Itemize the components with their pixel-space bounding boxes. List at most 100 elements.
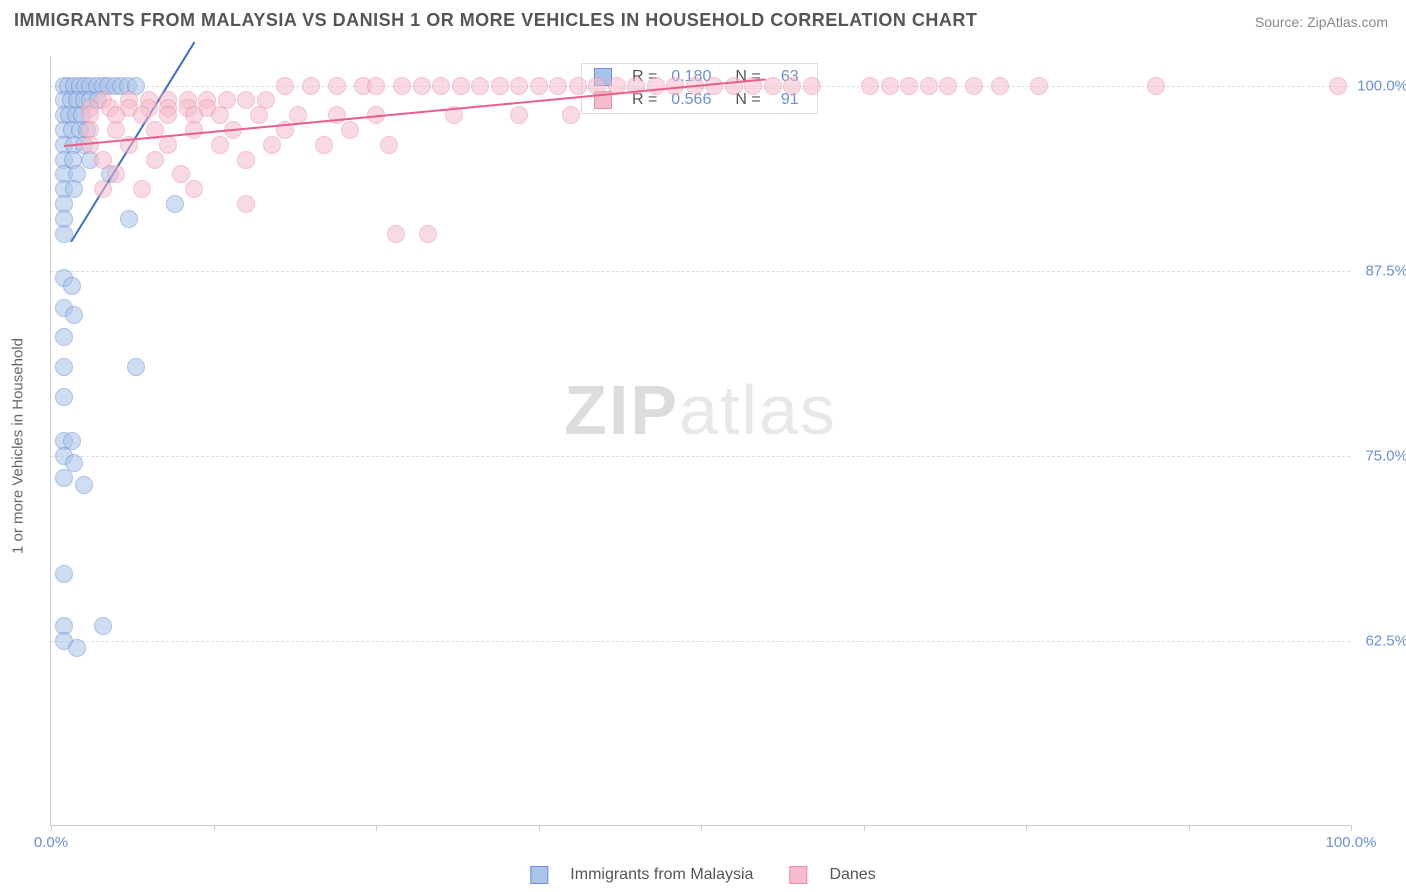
data-point [302, 77, 320, 95]
x-tick-label: 100.0% [1326, 834, 1377, 851]
data-point [1147, 77, 1165, 95]
gridline-horizontal [51, 641, 1350, 642]
legend-item: Danes [789, 866, 875, 884]
data-point [725, 77, 743, 95]
data-point [803, 77, 821, 95]
y-tick-label: 87.5% [1354, 262, 1406, 279]
legend-swatch [530, 866, 548, 884]
plot-area: ZIPatlas R =0.180N =63R =0.566N =91 62.5… [50, 56, 1350, 826]
data-point [107, 121, 125, 139]
x-tick-mark [51, 825, 52, 831]
y-axis-label: 1 or more Vehicles in Household [10, 338, 27, 554]
data-point [211, 136, 229, 154]
x-tick-label: 0.0% [34, 834, 68, 851]
data-point [562, 106, 580, 124]
data-point [75, 476, 93, 494]
data-point [166, 195, 184, 213]
data-point [94, 617, 112, 635]
data-point [263, 136, 281, 154]
data-point [783, 77, 801, 95]
data-point [549, 77, 567, 95]
data-point [315, 136, 333, 154]
data-point [1030, 77, 1048, 95]
data-point [588, 77, 606, 95]
gridline-horizontal [51, 456, 1350, 457]
data-point [510, 77, 528, 95]
data-point [380, 136, 398, 154]
data-point [861, 77, 879, 95]
data-point [127, 358, 145, 376]
y-tick-label: 75.0% [1354, 447, 1406, 464]
watermark: ZIPatlas [564, 370, 837, 450]
chart-container: IMMIGRANTS FROM MALAYSIA VS DANISH 1 OR … [0, 0, 1406, 892]
data-point [65, 306, 83, 324]
x-tick-mark [701, 825, 702, 831]
data-point [965, 77, 983, 95]
data-point [146, 151, 164, 169]
x-tick-mark [376, 825, 377, 831]
data-point [185, 180, 203, 198]
x-tick-mark [214, 825, 215, 831]
x-tick-mark [1351, 825, 1352, 831]
data-point [569, 77, 587, 95]
data-point [172, 165, 190, 183]
data-point [367, 77, 385, 95]
data-point [419, 225, 437, 243]
data-point [133, 106, 151, 124]
data-point [328, 77, 346, 95]
data-point [939, 77, 957, 95]
source-link[interactable]: ZipAtlas.com [1307, 14, 1388, 30]
data-point [55, 358, 73, 376]
data-point [55, 388, 73, 406]
data-point [133, 180, 151, 198]
data-point [920, 77, 938, 95]
data-point [881, 77, 899, 95]
data-point [900, 77, 918, 95]
chart-title: IMMIGRANTS FROM MALAYSIA VS DANISH 1 OR … [14, 10, 977, 31]
data-point [393, 77, 411, 95]
data-point [276, 77, 294, 95]
y-tick-label: 100.0% [1354, 77, 1406, 94]
x-tick-mark [1026, 825, 1027, 831]
source-attribution: Source: ZipAtlas.com [1255, 14, 1388, 30]
data-point [237, 151, 255, 169]
data-point [413, 77, 431, 95]
data-point [94, 180, 112, 198]
data-point [185, 121, 203, 139]
data-point [1329, 77, 1347, 95]
data-point [55, 328, 73, 346]
x-tick-mark [539, 825, 540, 831]
data-point [159, 136, 177, 154]
legend-label: Immigrants from Malaysia [570, 866, 753, 884]
data-point [491, 77, 509, 95]
data-point [510, 106, 528, 124]
data-point [55, 469, 73, 487]
data-point [991, 77, 1009, 95]
legend-swatch [789, 866, 807, 884]
x-tick-mark [1189, 825, 1190, 831]
legend-label: Danes [829, 866, 875, 884]
data-point [94, 151, 112, 169]
y-tick-label: 62.5% [1354, 632, 1406, 649]
data-point [211, 106, 229, 124]
data-point [530, 77, 548, 95]
data-point [764, 77, 782, 95]
source-prefix: Source: [1255, 14, 1307, 30]
data-point [63, 277, 81, 295]
legend-item: Immigrants from Malaysia [530, 866, 753, 884]
data-point [55, 565, 73, 583]
data-point [250, 106, 268, 124]
data-point [432, 77, 450, 95]
watermark-atlas: atlas [679, 371, 837, 449]
data-point [120, 210, 138, 228]
watermark-zip: ZIP [564, 371, 679, 449]
data-point [68, 639, 86, 657]
data-point [387, 225, 405, 243]
data-point [471, 77, 489, 95]
gridline-horizontal [51, 271, 1350, 272]
data-point [159, 106, 177, 124]
data-point [341, 121, 359, 139]
x-tick-mark [864, 825, 865, 831]
data-point [452, 77, 470, 95]
data-point [237, 195, 255, 213]
